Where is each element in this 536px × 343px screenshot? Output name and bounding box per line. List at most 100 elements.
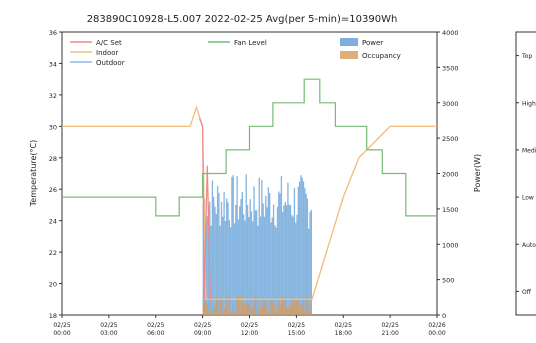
power-bar bbox=[308, 228, 310, 315]
series-line-a-c-set bbox=[198, 118, 211, 300]
occupancy-bar bbox=[295, 300, 297, 315]
occupancy-bar bbox=[296, 299, 298, 315]
legend: A/C Set Indoor Outdoor Fan Level Power Occupa… bbox=[70, 38, 401, 67]
power-bar bbox=[233, 223, 236, 315]
power-bar bbox=[222, 216, 224, 315]
occupancy-bar bbox=[215, 298, 217, 315]
y2-tick-label: 1500 bbox=[442, 206, 459, 214]
series-line-indoor bbox=[62, 105, 437, 300]
occupancy-bar bbox=[232, 304, 234, 315]
x-tick-label-time: 21:00 bbox=[381, 330, 398, 337]
occupancy-bar bbox=[220, 300, 223, 315]
occupancy-bar bbox=[269, 313, 271, 315]
power-bar bbox=[292, 216, 294, 315]
x-tick-label-date: 02/25 bbox=[335, 322, 352, 329]
occupancy-bar bbox=[246, 302, 249, 315]
legend-swatch bbox=[340, 51, 358, 59]
y2-tick-label: 500 bbox=[442, 277, 454, 285]
occupancy-bar bbox=[210, 309, 212, 315]
power-bar bbox=[275, 227, 277, 315]
occupancy-bar bbox=[227, 294, 229, 315]
y-tick-label: 32 bbox=[49, 92, 57, 100]
occupancy-bar bbox=[304, 311, 306, 315]
occupancy-bar bbox=[292, 304, 294, 315]
power-bar bbox=[272, 204, 275, 315]
y-tick-label: 30 bbox=[49, 123, 57, 131]
occupancy-bar bbox=[226, 302, 228, 315]
occupancy-bar bbox=[259, 307, 262, 315]
x-tick-label-time: 06:00 bbox=[147, 330, 164, 337]
fan-level-label: High bbox=[522, 100, 536, 107]
occupancy-bar bbox=[252, 310, 254, 315]
fan-level-label: Off bbox=[522, 289, 532, 296]
fan-level-label: Auto bbox=[522, 242, 536, 249]
power-bar bbox=[256, 210, 258, 315]
power-bar bbox=[282, 211, 284, 315]
y2-tick-label: 0 bbox=[442, 312, 446, 320]
occupancy-bar bbox=[244, 304, 246, 315]
occupancy-bar bbox=[287, 307, 289, 315]
occupancy-bar bbox=[300, 304, 302, 315]
power-bar bbox=[288, 204, 290, 315]
power-bar bbox=[249, 199, 251, 315]
power-bar bbox=[262, 203, 264, 315]
power-bar bbox=[227, 202, 229, 315]
occupancy-bar bbox=[301, 304, 303, 315]
y-tick-label: 28 bbox=[49, 155, 57, 163]
occupancy-bar bbox=[270, 299, 272, 315]
legend-label: Occupancy bbox=[362, 52, 401, 60]
occupancy-bar bbox=[229, 311, 232, 315]
occupancy-bar bbox=[242, 306, 245, 315]
power-bar bbox=[211, 180, 214, 315]
power-bar bbox=[291, 215, 293, 315]
x-tick-label-date: 02/25 bbox=[53, 322, 70, 329]
x-tick-label-time: 12:00 bbox=[241, 330, 258, 337]
power-bar bbox=[239, 206, 241, 315]
y2-tick-label: 2500 bbox=[442, 135, 459, 143]
occupancy-bar bbox=[228, 313, 230, 315]
occupancy-bar bbox=[211, 313, 214, 315]
power-bar bbox=[206, 216, 208, 315]
power-bar bbox=[310, 209, 312, 315]
power-bar bbox=[228, 220, 230, 315]
occupancy-bar bbox=[254, 294, 257, 315]
power-bar bbox=[276, 206, 279, 315]
fan-axis-frame bbox=[515, 31, 536, 316]
occupancy-bar bbox=[203, 302, 206, 315]
power-bar bbox=[297, 186, 299, 315]
power-bar bbox=[306, 198, 309, 315]
occupancy-bar bbox=[282, 295, 284, 315]
occupancy-bar bbox=[218, 312, 220, 315]
power-bar bbox=[283, 205, 285, 315]
occupancy-bar bbox=[291, 296, 293, 315]
power-bar bbox=[214, 206, 216, 315]
power-bar bbox=[240, 198, 242, 315]
chart-title: 283890C10928-L5.007 2022-02-25 Avg(per 5… bbox=[87, 14, 398, 25]
power-bar bbox=[219, 225, 221, 315]
x-tick-label-date: 02/25 bbox=[147, 322, 164, 329]
power-bar bbox=[213, 196, 215, 315]
power-bar bbox=[261, 180, 263, 315]
axes-layer: 18 20 22 24 26 28 30 32 34 36 0 500 1000 1500 2000 2500… bbox=[49, 29, 536, 337]
series-line-fan-level bbox=[62, 78, 437, 217]
power-bar bbox=[293, 188, 296, 315]
power-bar bbox=[296, 214, 298, 315]
occupancy-bar bbox=[280, 303, 283, 315]
power-bar bbox=[298, 181, 301, 315]
x-tick-label-date: 02/25 bbox=[241, 322, 258, 329]
power-bar bbox=[305, 193, 307, 315]
power-bar bbox=[279, 193, 281, 315]
x-tick-label-time: 09:00 bbox=[194, 330, 211, 337]
x-tick-label-time: 00:00 bbox=[53, 330, 70, 337]
power-bar bbox=[235, 204, 237, 315]
power-bar bbox=[210, 225, 212, 315]
x-tick-label-time: 15:00 bbox=[288, 330, 305, 337]
occupancy-bar bbox=[214, 308, 216, 315]
power-bar bbox=[207, 205, 210, 315]
occupancy-bar bbox=[278, 298, 280, 315]
occupancy-bar bbox=[306, 295, 309, 315]
power-bar bbox=[236, 176, 238, 315]
occupancy-bar bbox=[263, 302, 266, 315]
power-bar bbox=[223, 192, 225, 315]
y2-axis-label: Power(W) bbox=[473, 154, 482, 192]
